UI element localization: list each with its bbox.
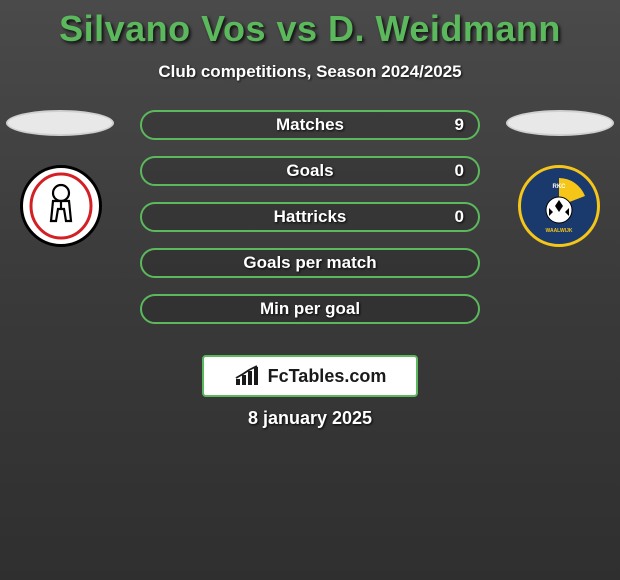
comparison-area: RKC WAALWIJK Matches 9 Goals 0 Hattricks…: [0, 110, 620, 370]
stat-label: Goals: [286, 161, 333, 181]
brand-badge[interactable]: FcTables.com: [202, 355, 418, 397]
svg-text:RKC: RKC: [553, 184, 567, 190]
date-label: 8 january 2025: [0, 408, 620, 429]
stat-row-min-per-goal: Min per goal: [140, 294, 480, 324]
page-title: Silvano Vos vs D. Weidmann: [0, 0, 620, 50]
stat-row-goals: Goals 0: [140, 156, 480, 186]
stat-label: Matches: [276, 115, 344, 135]
ajax-logo-icon: [26, 171, 96, 241]
stat-right-value: 0: [455, 207, 464, 227]
stat-row-goals-per-match: Goals per match: [140, 248, 480, 278]
page-subtitle: Club competitions, Season 2024/2025: [0, 62, 620, 82]
stat-row-matches: Matches 9: [140, 110, 480, 140]
stat-label: Min per goal: [260, 299, 360, 319]
right-club-logo: RKC WAALWIJK: [518, 165, 600, 247]
rkc-waalwijk-logo-icon: RKC WAALWIJK: [527, 174, 591, 238]
left-club-logo: [20, 165, 102, 247]
right-player-oval: [506, 110, 614, 136]
brand-label: FcTables.com: [268, 366, 387, 387]
stat-right-value: 9: [455, 115, 464, 135]
stat-label: Hattricks: [274, 207, 347, 227]
bar-chart-icon: [234, 365, 262, 387]
stat-label: Goals per match: [243, 253, 376, 273]
stats-list: Matches 9 Goals 0 Hattricks 0 Goals per …: [140, 110, 480, 340]
stat-row-hattricks: Hattricks 0: [140, 202, 480, 232]
left-player-oval: [6, 110, 114, 136]
svg-text:WAALWIJK: WAALWIJK: [546, 228, 573, 234]
stat-right-value: 0: [455, 161, 464, 181]
